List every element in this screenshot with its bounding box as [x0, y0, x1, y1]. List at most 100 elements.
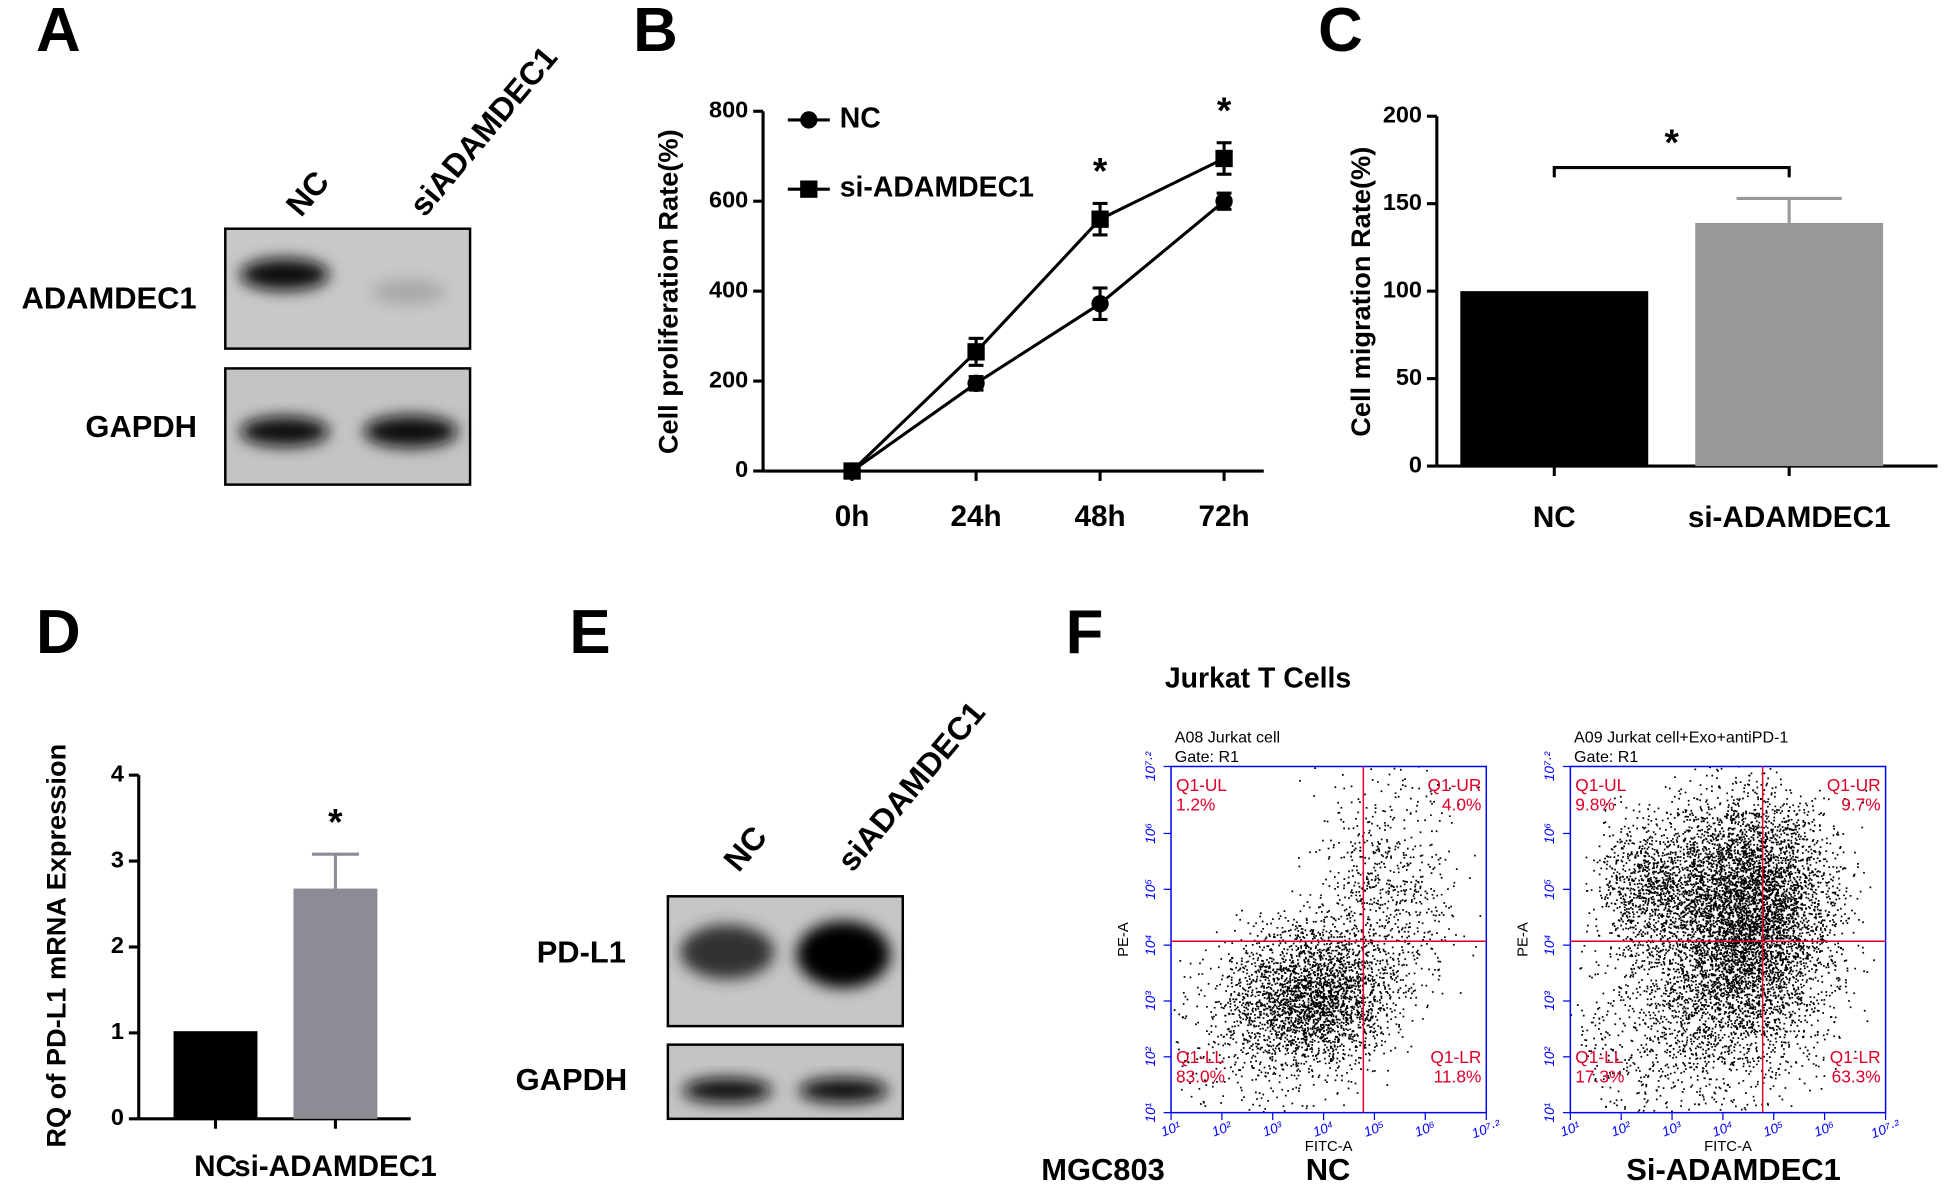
legend-label: NC	[840, 102, 881, 134]
series-line	[851, 200, 1226, 473]
blot-band	[371, 279, 446, 305]
y-tick-label: 10⁴	[1542, 935, 1557, 956]
plot-title: A08 Jurkat cell	[1175, 728, 1280, 746]
y-tick-label: 50	[1396, 364, 1422, 390]
plot-frame	[1170, 765, 1488, 1114]
x-tick-label: 10³	[1660, 1119, 1684, 1140]
y-tick-label: 10¹	[1143, 1102, 1158, 1122]
lane-label: NC	[279, 164, 336, 223]
quadrant-percent: 9.7%	[1841, 795, 1880, 815]
y-tick-label: 0	[1409, 451, 1422, 477]
blot-band	[240, 416, 330, 447]
gate-label: Gate: R1	[1574, 748, 1638, 766]
x-tick-label: 48h	[1075, 500, 1126, 533]
x-tick-label: 10⁴	[1311, 1118, 1336, 1139]
significance-bracket	[1552, 165, 1791, 178]
panel-label: F	[1066, 598, 1104, 667]
y-tick-label: 10²	[1542, 1047, 1557, 1067]
y-tick-label: 100	[1383, 276, 1422, 302]
row-label: PD-L1	[537, 935, 626, 970]
lane-label: siADAMDEC1	[830, 695, 992, 878]
y-tick-label: 10⁵	[1542, 879, 1557, 900]
y-axis-title: PE-A	[1116, 922, 1132, 957]
panel-label: C	[1318, 0, 1363, 65]
marker	[843, 462, 861, 480]
y-tick-label: 10¹	[1542, 1102, 1557, 1122]
y-tick-label: 0	[111, 1104, 124, 1130]
y-tick-label: 10⁶	[1143, 823, 1158, 844]
plot-frame	[1569, 765, 1887, 1114]
x-tick-label: 10⁴	[1710, 1118, 1735, 1139]
series-line	[851, 157, 1225, 473]
cell-line: MGC803	[1041, 1152, 1165, 1187]
marker	[1091, 210, 1109, 228]
group-label: Si-ADAMDEC1	[1626, 1152, 1841, 1187]
quadrant-percent: 83.0%	[1176, 1067, 1225, 1087]
y-tick-label: 10⁶	[1542, 823, 1557, 844]
quadrant-name: Q1-LR	[1430, 1047, 1481, 1067]
legend-marker	[800, 111, 818, 129]
quadrant-percent: 63.3%	[1832, 1067, 1881, 1087]
quadrant-name: Q1-LR	[1830, 1047, 1881, 1067]
blot-band	[682, 1078, 772, 1103]
x-tick-label: 24h	[951, 500, 1002, 533]
y-tick-label: 2	[111, 932, 124, 958]
y-tick-label: 10⁷·²	[1143, 751, 1158, 781]
significance-mark: *	[1665, 121, 1680, 163]
significance-mark: *	[1217, 89, 1232, 131]
y-tick-label: 600	[709, 186, 748, 212]
x-tick-label: 10⁵	[1362, 1118, 1387, 1139]
blot-band	[363, 415, 458, 448]
row-label: ADAMDEC1	[22, 281, 197, 316]
x-tick-label: NC	[1533, 501, 1576, 534]
x-axis-title: FITC-A	[1305, 1139, 1353, 1155]
event-dots	[1171, 766, 1482, 1113]
row-label: GAPDH	[516, 1062, 628, 1097]
y-axis-title: Cell proliferation Rate(%)	[653, 129, 684, 454]
y-tick-label: 150	[1383, 189, 1422, 215]
plot-title: A09 Jurkat cell+Exo+antiPD-1	[1574, 728, 1788, 746]
lane-label: siADAMDEC1	[402, 39, 564, 222]
y-tick-label: 200	[709, 366, 748, 392]
significance-mark: *	[328, 800, 343, 842]
quadrant-name: Q1-LL	[1176, 1047, 1224, 1067]
legend-label: si-ADAMDEC1	[840, 172, 1034, 204]
significance-mark: *	[1093, 150, 1108, 192]
bar	[173, 1031, 258, 1119]
y-tick-label: 10³	[1143, 991, 1158, 1011]
x-tick-label: 0h	[835, 500, 870, 533]
lane-label: NC	[716, 819, 773, 878]
y-tick-label: 3	[111, 846, 124, 872]
panel-label: B	[633, 0, 678, 65]
marker	[967, 343, 985, 361]
quadrant-name: Q1-LL	[1575, 1047, 1623, 1067]
y-tick-label: 10³	[1542, 991, 1557, 1011]
x-tick-label: si-ADAMDEC1	[234, 1150, 437, 1183]
flow-title: Jurkat T Cells	[1165, 662, 1351, 694]
quadrant-percent: 9.8%	[1575, 795, 1614, 815]
bar	[293, 888, 378, 1119]
y-tick-label: 10⁴	[1143, 935, 1158, 956]
group-label: NC	[1306, 1152, 1351, 1187]
quadrant-name: Q1-UL	[1575, 775, 1626, 795]
y-tick-label: 10⁵	[1143, 879, 1158, 900]
quadrant-percent: 4.0%	[1442, 795, 1481, 815]
bar	[1695, 222, 1884, 467]
blot-band	[798, 1078, 888, 1103]
marker	[1091, 295, 1109, 313]
blot-band	[240, 258, 330, 291]
y-tick-label: 400	[709, 276, 748, 302]
quadrant-percent: 17.3%	[1575, 1067, 1624, 1087]
x-axis-title: FITC-A	[1704, 1139, 1752, 1155]
quadrant-name: Q1-UR	[1827, 775, 1881, 795]
panel-label: E	[569, 598, 610, 667]
marker	[1215, 149, 1233, 168]
y-tick-label: 200	[1383, 101, 1422, 127]
marker	[967, 374, 985, 392]
y-tick-label: 10⁷·²	[1542, 751, 1557, 781]
x-tick-label: 10⁷·²	[1470, 1117, 1503, 1141]
blot-e: NC siADAMDEC1 PD-L1 GAPDH	[516, 695, 992, 1121]
bar	[1460, 291, 1649, 467]
quadrant-name: Q1-UR	[1428, 775, 1482, 795]
